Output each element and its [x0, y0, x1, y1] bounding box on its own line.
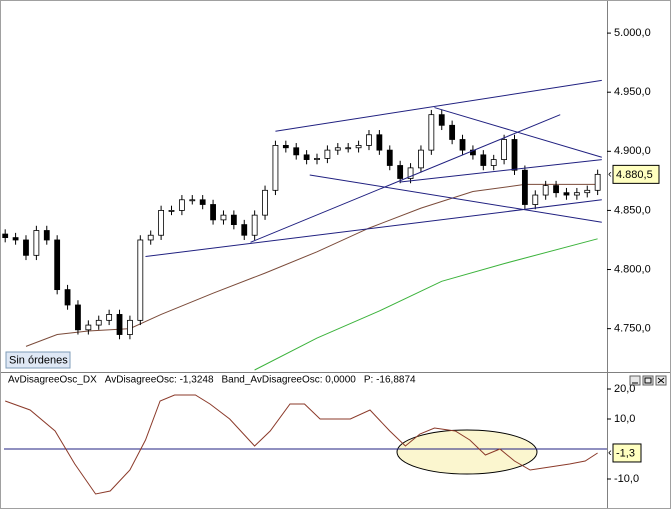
candle-body: [43, 230, 50, 241]
candle-body: [376, 134, 383, 151]
trend-line: [145, 199, 602, 258]
close-icon: [657, 377, 665, 384]
y-tick-label: 20,0: [614, 383, 635, 395]
candle-body: [12, 237, 19, 241]
candle-body: [563, 192, 570, 196]
candle-body: [428, 114, 435, 151]
candle-body: [532, 194, 539, 205]
candle-body: [137, 239, 144, 321]
candle-body: [324, 149, 331, 159]
candle-body: [168, 210, 175, 212]
candle-body: [521, 169, 528, 205]
oscillator-line: [5, 394, 598, 495]
y-tick-label: 5.000,0: [614, 27, 651, 39]
candle-body: [355, 144, 362, 149]
candle-body: [345, 147, 352, 150]
maximize-button[interactable]: [642, 375, 654, 386]
candle-body: [480, 154, 487, 166]
candle-body: [33, 230, 40, 256]
y-tick-label: -10,0: [614, 473, 639, 485]
candle-body: [178, 199, 185, 211]
last-value-box: [612, 164, 660, 184]
candle-body: [199, 199, 206, 205]
candle-body: [54, 239, 61, 291]
candle-body: [147, 234, 154, 241]
indicator-header: AvDisagreeOsc: -1,3248: [105, 375, 214, 386]
candle-body: [386, 149, 393, 166]
candle-body: [459, 139, 466, 151]
indicator-header: Band_AvDisagreeOsc: 0,0000: [222, 375, 357, 386]
trend-line: [309, 174, 602, 223]
candle-body: [75, 304, 81, 331]
y-tick-label: 4.750,0: [614, 323, 651, 335]
candle-body: [272, 144, 279, 191]
candle-body: [2, 233, 9, 239]
minimize-button[interactable]: [629, 375, 641, 386]
candle-body: [95, 319, 102, 326]
candle-body: [594, 173, 601, 191]
y-tick-label: 4.900,0: [614, 145, 651, 157]
candle-body: [64, 289, 71, 306]
indicator-header: P: -16,8874: [364, 375, 416, 386]
last-value-arrow: ‹: [608, 447, 612, 459]
candle-body: [293, 147, 300, 156]
moving-average: [254, 238, 598, 371]
candle-body: [407, 167, 414, 179]
trend-line: [275, 79, 602, 132]
candle-body: [438, 114, 445, 126]
candle-body: [241, 224, 248, 236]
last-value-arrow: ‹: [608, 168, 612, 180]
candle-body: [334, 147, 341, 151]
maximize-icon: [644, 377, 652, 384]
y-tick-label: 4.950,0: [614, 86, 651, 98]
last-value-label: -1,3: [616, 447, 635, 459]
candle-body: [553, 185, 559, 194]
candle-body: [542, 185, 549, 196]
candle-body: [85, 324, 92, 331]
candle-body: [262, 189, 268, 216]
candle-body: [106, 314, 113, 321]
highlight-ellipse: [396, 429, 538, 475]
candle-body: [314, 158, 320, 160]
candle-body: [366, 134, 372, 146]
candle-body: [449, 124, 456, 140]
y-tick-label: 10,0: [614, 413, 635, 425]
status-label: Sin órdenes: [9, 354, 68, 366]
candle-body: [220, 214, 227, 221]
last-value-label: 4.880,5: [616, 169, 653, 181]
trend-line: [434, 107, 602, 158]
status-box: [5, 351, 71, 369]
candle-body: [189, 199, 196, 202]
y-tick-label: 4.800,0: [614, 263, 651, 275]
trend-line: [400, 159, 602, 183]
indicator-header: AvDisagreeOsc_DX: [8, 375, 97, 386]
candle-body: [251, 214, 258, 236]
candle-body: [210, 204, 216, 221]
candle-body: [397, 165, 404, 179]
candle-body: [418, 149, 424, 169]
candle-body: [158, 210, 165, 236]
candle-body: [303, 154, 310, 160]
panel-buttons[interactable]: [629, 375, 667, 386]
y-tick-label: 4.850,0: [614, 204, 651, 216]
candle-body: [23, 239, 29, 256]
candle-body: [127, 319, 133, 335]
candle-body: [573, 192, 580, 196]
candle-body: [230, 214, 237, 226]
candle-body: [282, 144, 289, 149]
candle-body: [501, 139, 508, 160]
trend-line: [250, 114, 561, 243]
candle-body: [116, 314, 123, 335]
candle-body: [584, 189, 591, 194]
last-value-box: [612, 443, 642, 463]
candle-body: [511, 139, 518, 171]
candle-body: [490, 159, 497, 166]
